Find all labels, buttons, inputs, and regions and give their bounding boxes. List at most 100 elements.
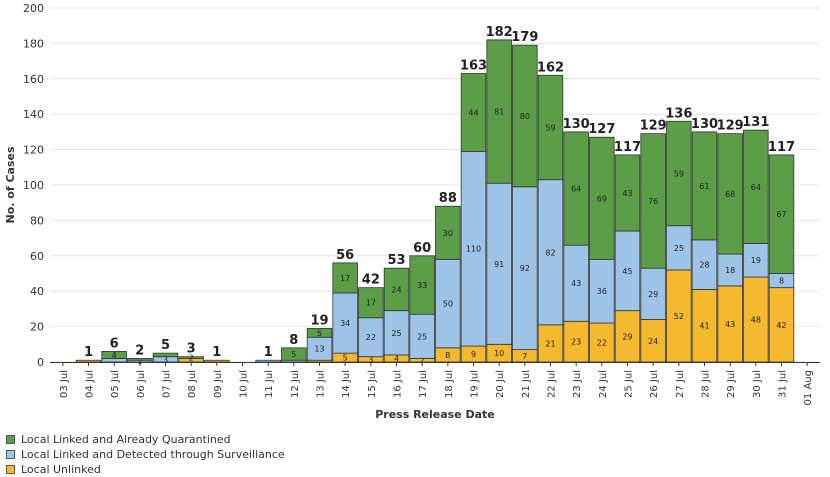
x-tick-label: 24 Jul bbox=[598, 370, 609, 398]
segment-label: 29 bbox=[648, 290, 658, 299]
total-label: 130 bbox=[691, 117, 718, 132]
bar-segment bbox=[152, 352, 179, 358]
segment-label: 30 bbox=[443, 229, 453, 238]
bar-segment bbox=[358, 317, 384, 358]
y-tick-label: 60 bbox=[30, 250, 44, 263]
total-label: 117 bbox=[768, 140, 795, 155]
x-tick-label: 30 Jul bbox=[752, 370, 763, 398]
legend-item-surveillance: Local Linked and Detected through Survei… bbox=[6, 447, 285, 462]
x-tick-label: 29 Jul bbox=[726, 370, 737, 398]
bar-segment bbox=[691, 239, 718, 290]
segment-label: 1 bbox=[137, 357, 142, 366]
segment-label: 48 bbox=[751, 316, 761, 325]
segment-label: 68 bbox=[725, 190, 735, 199]
total-label: 130 bbox=[563, 117, 590, 132]
segment-label: 22 bbox=[597, 339, 607, 348]
total-label: 6 bbox=[110, 336, 119, 351]
x-tick-label: 14 Jul bbox=[341, 370, 352, 398]
x-tick-label: 10 Jul bbox=[239, 370, 250, 398]
bar-segment bbox=[589, 322, 615, 363]
bar-segment bbox=[409, 313, 435, 359]
x-tick-label: 13 Jul bbox=[316, 370, 327, 398]
segment-label: 67 bbox=[776, 210, 786, 219]
segment-label: 2 bbox=[420, 356, 425, 365]
bar-segment bbox=[358, 287, 384, 319]
segment-label: 4 bbox=[394, 354, 399, 363]
segment-label: 3 bbox=[368, 355, 373, 364]
y-tick-label: 40 bbox=[30, 285, 44, 298]
bar-segment bbox=[512, 44, 538, 188]
segment-label: 25 bbox=[391, 329, 401, 338]
x-tick-label: 07 Jul bbox=[162, 370, 173, 398]
x-tick-label: 27 Jul bbox=[675, 370, 686, 398]
total-label: 129 bbox=[717, 119, 744, 134]
bar-segment bbox=[743, 129, 769, 244]
segment-label: 28 bbox=[699, 261, 709, 270]
bar-segment bbox=[691, 131, 718, 241]
segment-label: 41 bbox=[699, 322, 709, 331]
segment-label: 13 bbox=[314, 345, 324, 354]
x-tick-label: 05 Jul bbox=[110, 370, 121, 398]
segment-label: 82 bbox=[545, 248, 555, 257]
segment-label: 10 bbox=[494, 349, 504, 358]
segment-label: 59 bbox=[674, 169, 684, 178]
bar-segment bbox=[204, 359, 230, 363]
segment-label: 42 bbox=[776, 321, 786, 330]
segment-label: 5 bbox=[317, 329, 322, 338]
bar-segment bbox=[589, 136, 615, 260]
segment-label: 18 bbox=[725, 266, 735, 275]
total-label: 1 bbox=[264, 345, 273, 360]
legend: Local Linked and Already Quarantined Loc… bbox=[6, 432, 285, 477]
bar-segment bbox=[666, 120, 692, 227]
y-axis-ticks: 0 20 40 60 80 100 120 140 160 180 200 bbox=[23, 2, 44, 369]
segment-label: 8 bbox=[445, 351, 450, 360]
x-tick-label: 08 Jul bbox=[187, 370, 198, 398]
segment-label: 8 bbox=[779, 277, 784, 286]
x-tick-label: 21 Jul bbox=[521, 370, 532, 398]
segment-label: 2 bbox=[189, 354, 194, 363]
x-tick-label: 12 Jul bbox=[290, 370, 301, 398]
x-tick-label: 06 Jul bbox=[136, 370, 147, 398]
legend-label: Local Linked and Already Quarantined bbox=[21, 433, 231, 446]
segment-label: 24 bbox=[391, 285, 401, 294]
segment-label: 80 bbox=[520, 112, 530, 121]
segment-label: 43 bbox=[725, 320, 735, 329]
x-tick-label: 01 Aug bbox=[803, 370, 814, 405]
x-tick-label: 04 Jul bbox=[85, 370, 96, 398]
total-label: 1 bbox=[84, 345, 93, 360]
legend-item-unlinked: Local Unlinked bbox=[6, 462, 285, 477]
segment-label: 3 bbox=[163, 355, 168, 364]
y-tick-label: 180 bbox=[23, 37, 44, 50]
segment-label: 34 bbox=[340, 319, 350, 328]
bar-segment bbox=[717, 133, 743, 255]
segment-label: 29 bbox=[622, 332, 632, 341]
bar-segment bbox=[332, 292, 358, 354]
x-tick-label: 18 Jul bbox=[444, 370, 455, 398]
bar-segment bbox=[717, 253, 743, 287]
y-tick-label: 140 bbox=[23, 108, 44, 121]
bar-segment bbox=[537, 74, 564, 181]
total-label: 53 bbox=[387, 253, 405, 268]
total-label: 129 bbox=[640, 119, 667, 134]
x-tick-label: 20 Jul bbox=[495, 370, 506, 398]
segment-label: 21 bbox=[545, 339, 555, 348]
segment-label: 76 bbox=[648, 197, 658, 206]
segment-label: 52 bbox=[674, 312, 684, 321]
segment-label: 4 bbox=[112, 351, 117, 360]
segment-label: 9 bbox=[471, 350, 476, 359]
y-axis-label: No. of Cases bbox=[4, 146, 17, 223]
bar-segment bbox=[409, 255, 435, 315]
bar-segment bbox=[178, 356, 204, 359]
legend-label: Local Linked and Detected through Survei… bbox=[21, 448, 285, 461]
segment-label: 45 bbox=[622, 267, 632, 276]
segment-label: 7 bbox=[522, 352, 527, 361]
bar-segment bbox=[460, 73, 487, 152]
y-tick-label: 160 bbox=[23, 73, 44, 86]
segment-label: 50 bbox=[443, 300, 453, 309]
bar-segment bbox=[435, 258, 461, 349]
segment-label: 36 bbox=[597, 287, 607, 296]
bar-segment bbox=[537, 324, 564, 363]
legend-swatch bbox=[6, 435, 15, 444]
bar-segment bbox=[281, 347, 307, 361]
bar-segment bbox=[306, 327, 333, 338]
